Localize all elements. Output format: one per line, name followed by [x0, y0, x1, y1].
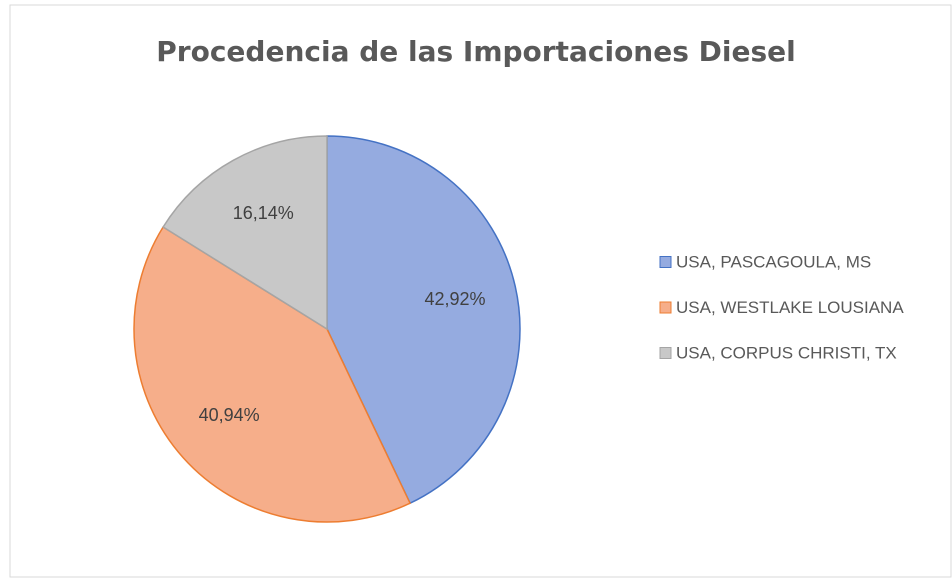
data-label: 42,92% [424, 289, 485, 309]
pie-slice [133, 225, 412, 523]
pie-slice [162, 135, 328, 331]
data-label: 40,94% [199, 405, 260, 425]
legend-swatch [659, 301, 672, 314]
legend-label: USA, CORPUS CHRISTI, TX [676, 343, 897, 362]
legend-swatch [659, 347, 672, 359]
data-label: 16,14% [233, 203, 294, 223]
legend-label: USA, WESTLAKE LOUSIANA [676, 298, 904, 317]
legend-swatch [659, 256, 672, 268]
legend-label: USA, PASCAGOULA, MS [676, 252, 871, 271]
pie-slice [326, 135, 521, 505]
chart-title: Procedencia de las Importaciones Diesel [156, 35, 795, 68]
